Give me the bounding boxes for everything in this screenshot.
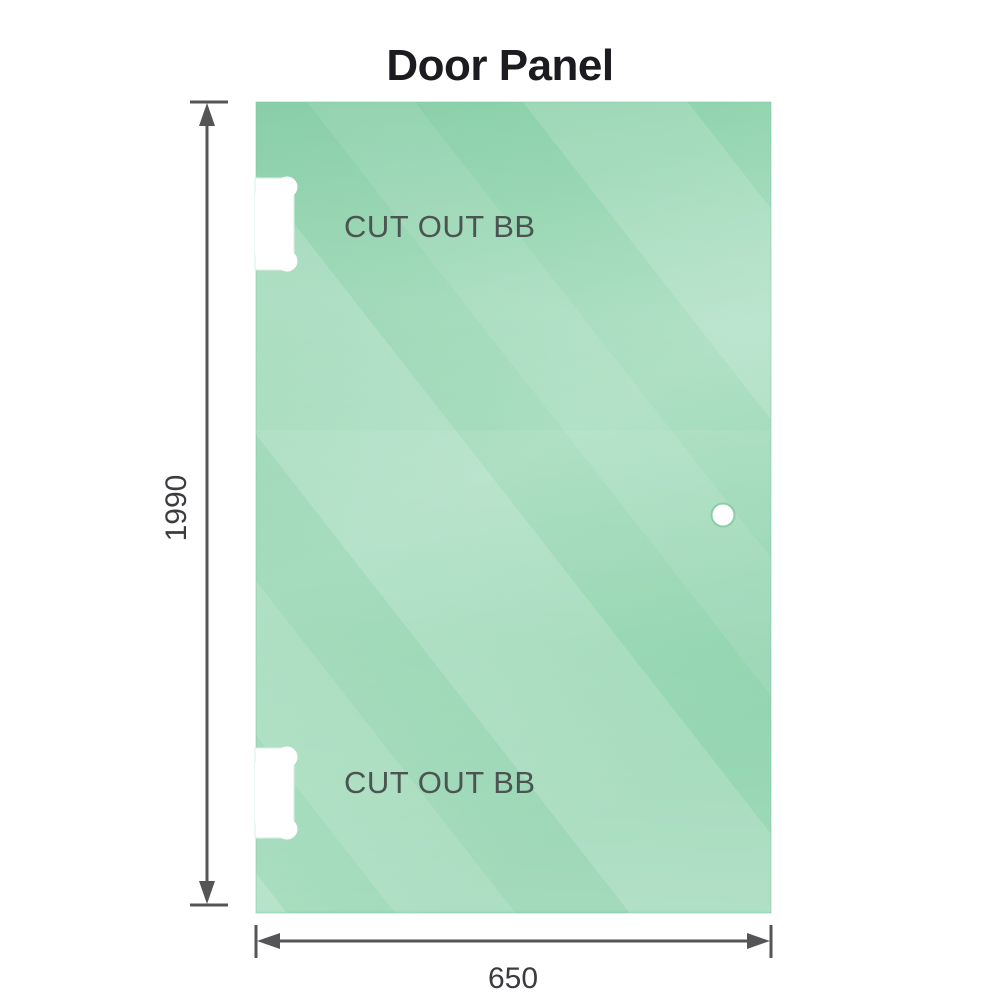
specular-stripe-6	[256, 102, 771, 913]
specular-stripe-4	[256, 102, 771, 913]
width-dimension: 650	[254, 925, 773, 995]
notch-top-lobe-lower	[276, 250, 298, 272]
width-arrow-right	[747, 933, 770, 949]
notch-bottom-lobe-lower	[276, 818, 298, 840]
height-dim-label: 1990	[160, 475, 193, 542]
notch-bottom-body	[255, 763, 291, 823]
notch-top-body	[255, 193, 291, 255]
height-dimension: 1990	[160, 100, 228, 907]
cut-out-bb-bottom-label: CUT OUT BB	[344, 765, 536, 800]
notch-top-lobe-upper	[276, 176, 298, 198]
height-arrow-down	[199, 881, 215, 904]
notch-bottom-lobe-upper	[276, 746, 298, 768]
handle-hole-bore	[712, 504, 734, 526]
cut-out-bb-bottom-notch	[254, 746, 298, 840]
cut-out-bb-top-notch	[254, 176, 298, 272]
handle-hole	[710, 502, 736, 528]
cut-out-bb-top-label: CUT OUT BB	[344, 209, 536, 244]
height-arrow-up	[199, 103, 215, 126]
width-arrow-left	[257, 933, 280, 949]
panel-outline	[255, 101, 772, 914]
page-title: Door Panel	[386, 41, 613, 90]
width-dim-label: 650	[488, 962, 538, 995]
panel-lower-highlight	[256, 430, 771, 910]
